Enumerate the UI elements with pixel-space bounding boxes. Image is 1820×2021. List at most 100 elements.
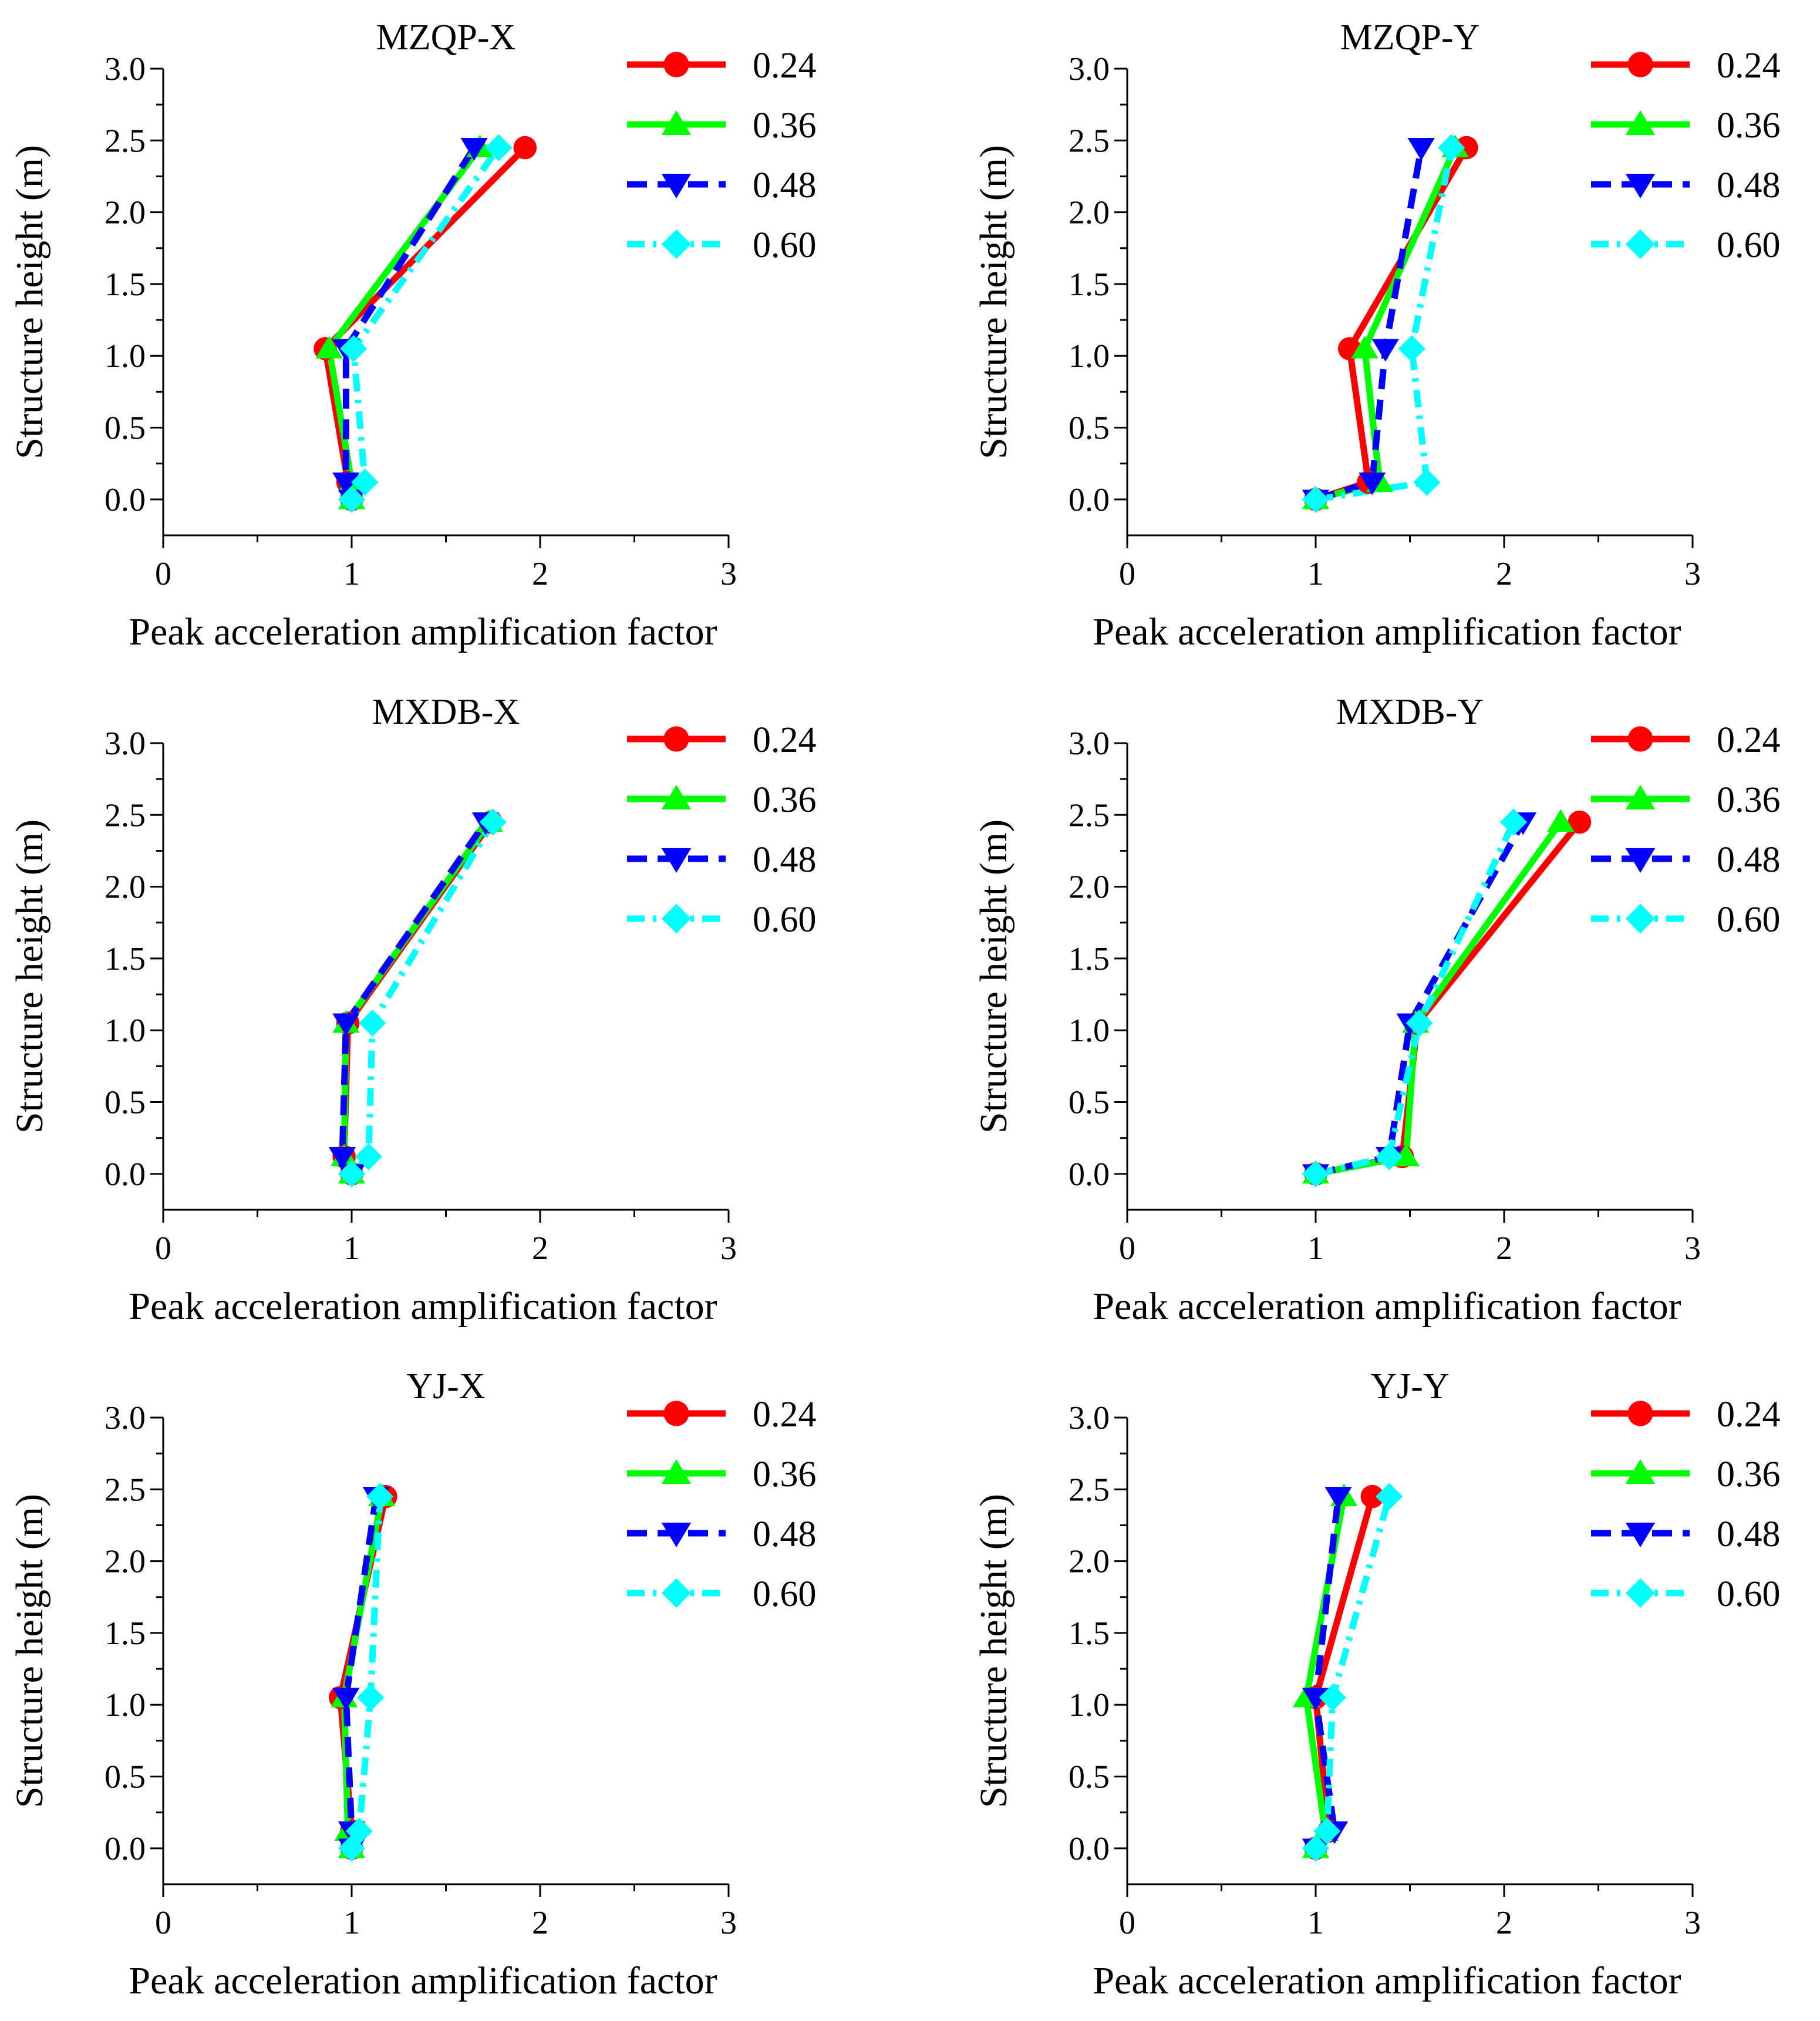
data-point-0.60-3 [479, 808, 507, 836]
y-tick-label: 0.5 [105, 1085, 146, 1121]
chart-title: MXDB-Y [1336, 692, 1484, 732]
legend-marker-0.24 [663, 52, 689, 77]
legend-marker-0.60 [1625, 229, 1656, 259]
data-point-0.60-2 [1398, 335, 1425, 363]
data-point-0.36-1 [1392, 1143, 1420, 1166]
legend-label-0.48: 0.48 [753, 840, 817, 880]
y-tick-label: 2.5 [105, 797, 146, 834]
chart-title: MZQP-Y [1340, 18, 1480, 58]
data-point-0.60-2 [340, 335, 368, 363]
y-tick-label: 2.0 [105, 1544, 146, 1580]
y-tick-label: 3.0 [1069, 726, 1110, 762]
legend-label-0.48: 0.48 [1717, 840, 1781, 880]
legend-marker-0.36 [661, 110, 692, 135]
chart-panel-yj-x: YJ-X 0 1 2 3 0.0 0.5 1.0 1.5 2.0 2.5 3.0 Peak accele… [8, 1367, 817, 2002]
y-tick-label: 0.0 [1069, 1156, 1110, 1193]
data-point-0.48-1 [328, 1146, 356, 1170]
y-tick-label: 2.5 [1069, 797, 1110, 834]
y-tick-label: 2.0 [105, 869, 146, 906]
data-point-0.60-2 [1406, 1009, 1433, 1037]
legend-label-0.36: 0.36 [753, 106, 817, 146]
x-tick-label: 1 [1307, 1230, 1324, 1267]
y-tick-label: 0.0 [105, 482, 146, 518]
legend-label-0.24: 0.24 [753, 720, 817, 760]
chart-title: MXDB-X [372, 692, 520, 732]
series-line-0.48 [342, 146, 477, 501]
y-tick-label: 3.0 [1069, 51, 1110, 87]
legend-label-0.24: 0.24 [1717, 720, 1781, 760]
x-axis-label: Peak acceleration amplification factor [1093, 1285, 1681, 1328]
x-tick-label: 3 [720, 1230, 737, 1267]
x-tick-label: 1 [343, 1905, 360, 1941]
legend-label-0.24: 0.24 [753, 46, 817, 86]
y-tick-label: 0.5 [1069, 410, 1110, 447]
y-tick-label: 1.0 [1069, 338, 1110, 374]
x-tick-label: 3 [720, 556, 737, 592]
legend-label-0.24: 0.24 [753, 1395, 817, 1435]
legend-label-0.60: 0.60 [1717, 225, 1781, 265]
y-tick-label: 1.5 [105, 941, 146, 977]
data-point-0.60-0 [1302, 1160, 1330, 1187]
series-line-0.60 [1315, 821, 1517, 1177]
chart-title: YJ-Y [1370, 1367, 1449, 1406]
legend-label-0.24: 0.24 [1717, 1395, 1781, 1435]
legend-marker-0.24 [1627, 52, 1653, 77]
y-tick-label: 1.0 [1069, 1687, 1110, 1723]
y-tick-label: 0.5 [1069, 1759, 1110, 1796]
legend-label-0.48: 0.48 [1717, 166, 1781, 205]
legend-label-0.48: 0.48 [1717, 1514, 1781, 1554]
x-tick-label: 0 [155, 556, 171, 592]
series-line-0.36 [325, 146, 483, 500]
data-point-0.48-3 [460, 138, 488, 161]
data-point-0.60-0 [338, 485, 366, 513]
data-point-0.60-0 [1302, 1834, 1330, 1862]
y-tick-label: 1.5 [1069, 941, 1110, 977]
data-point-0.60-1 [1376, 1143, 1403, 1170]
x-tick-label: 3 [1684, 1230, 1701, 1267]
data-point-0.48-1 [1359, 472, 1386, 495]
data-point-0.48-2 [332, 1013, 360, 1036]
y-tick-label: 0.0 [1069, 1831, 1110, 1867]
legend-label-0.36: 0.36 [1717, 1455, 1781, 1494]
x-tick-label: 2 [532, 1905, 548, 1941]
series-line-0.48 [1315, 147, 1425, 503]
y-tick-label: 1.5 [1069, 1615, 1110, 1652]
chart-panel-yj-y: YJ-Y 0 1 2 3 0.0 0.5 1.0 1.5 2.0 2.5 3.0 Peak accele… [972, 1367, 1781, 2002]
legend-label-0.36: 0.36 [753, 1455, 817, 1494]
x-tick-label: 1 [343, 556, 360, 592]
y-tick-label: 0.0 [105, 1831, 146, 1867]
legend-marker-0.60 [661, 1578, 692, 1608]
y-tick-label: 2.5 [105, 1472, 146, 1508]
y-axis-label: Structure height (m) [972, 819, 1015, 1133]
y-tick-label: 1.5 [105, 1615, 146, 1652]
data-point-0.60-1 [1413, 468, 1441, 496]
y-tick-label: 2.0 [105, 195, 146, 231]
data-point-0.48-2 [1302, 1688, 1330, 1710]
series-line-0.36 [1315, 146, 1458, 503]
legend-marker-0.48 [661, 174, 692, 198]
legend-marker-0.60 [661, 229, 692, 259]
chart-title: YJ-X [406, 1367, 485, 1406]
data-point-0.60-0 [338, 1160, 366, 1187]
y-tick-label: 2.0 [1069, 869, 1110, 906]
x-tick-label: 2 [532, 1230, 548, 1267]
y-tick-label: 3.0 [105, 1400, 146, 1436]
x-axis-label: Peak acceleration amplification factor [129, 610, 717, 653]
x-tick-label: 2 [532, 556, 548, 592]
data-point-0.48-3 [1324, 1487, 1352, 1510]
legend-marker-0.48 [661, 848, 692, 873]
data-point-0.48-2 [332, 1688, 360, 1710]
data-point-0.60-0 [1302, 485, 1330, 513]
x-tick-label: 2 [1496, 1905, 1512, 1941]
legend-marker-0.48 [1625, 1523, 1656, 1547]
y-tick-label: 1.0 [105, 338, 146, 374]
legend-label-0.48: 0.48 [753, 166, 817, 205]
chart-title: MZQP-X [376, 18, 516, 58]
legend-label-0.36: 0.36 [1717, 106, 1781, 146]
y-tick-label: 3.0 [1069, 1400, 1110, 1436]
legend-marker-0.60 [1625, 903, 1656, 934]
series-line-0.60 [1315, 147, 1455, 503]
legend-marker-0.24 [663, 726, 689, 752]
data-point-0.36-2 [315, 336, 343, 359]
